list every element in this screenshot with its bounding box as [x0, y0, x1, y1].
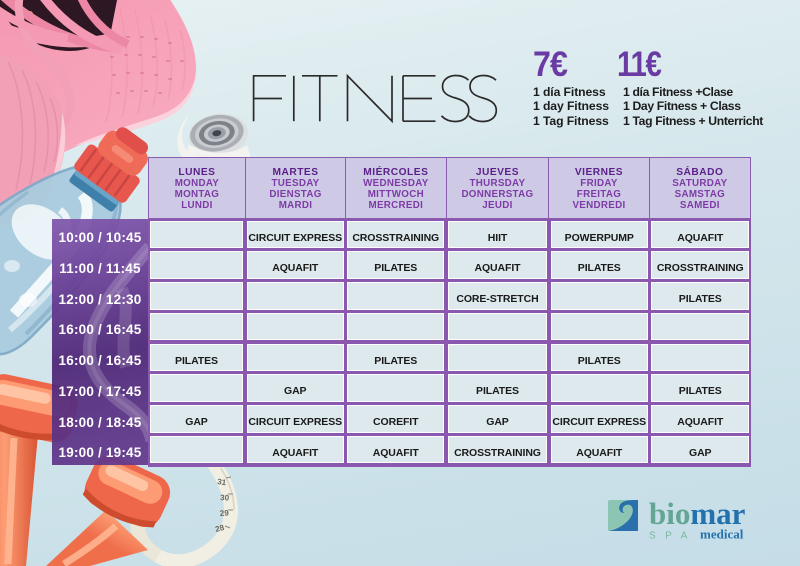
- svg-text:biomar: biomar: [649, 498, 746, 531]
- svg-text:SPA: SPA: [649, 531, 697, 542]
- svg-text:28: 28: [214, 523, 225, 534]
- svg-text:30: 30: [220, 493, 230, 503]
- svg-text:29: 29: [220, 508, 230, 518]
- svg-text:medical: medical: [700, 527, 744, 542]
- svg-text:31: 31: [217, 477, 228, 487]
